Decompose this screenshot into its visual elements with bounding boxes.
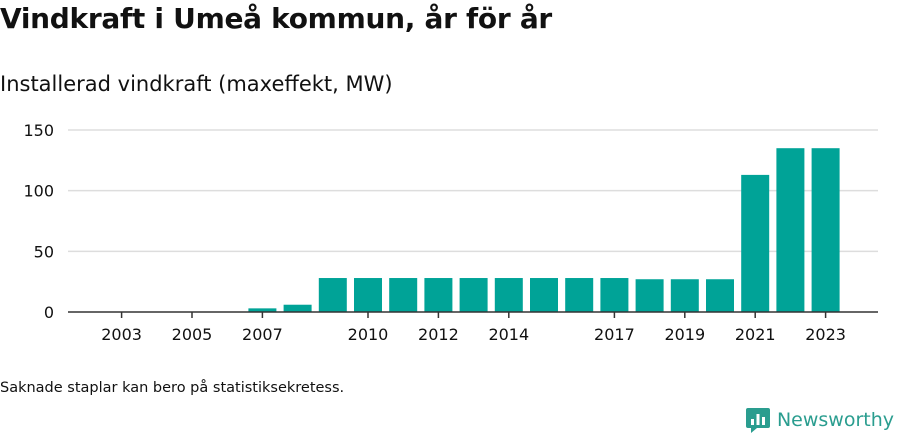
bar-2022 bbox=[776, 148, 805, 312]
bar-2012 bbox=[424, 278, 453, 312]
bar-2015 bbox=[530, 278, 558, 312]
brand-name: Newsworthy bbox=[776, 409, 894, 431]
brand-logo: Newsworthy bbox=[745, 406, 894, 434]
bar-2010 bbox=[354, 278, 382, 312]
bar-2014 bbox=[494, 278, 523, 312]
bar-2007 bbox=[248, 308, 277, 312]
bar-2016 bbox=[565, 278, 594, 312]
x-tick-label-2023: 2023 bbox=[805, 325, 846, 344]
footnote: Saknade staplar kan bero på statistiksek… bbox=[0, 380, 345, 396]
newsworthy-logo-icon bbox=[745, 408, 770, 433]
bar-2021 bbox=[741, 174, 770, 312]
chart-subtitle: Installerad vindkraft (maxeffekt, MW) bbox=[0, 72, 393, 96]
bar-2011 bbox=[389, 278, 418, 312]
x-tick-label-2010: 2010 bbox=[348, 325, 389, 344]
bar-2013 bbox=[459, 278, 488, 312]
x-tick-label-2005: 2005 bbox=[172, 325, 213, 344]
bar-2018 bbox=[635, 279, 664, 312]
bar-2008 bbox=[283, 304, 312, 312]
x-tick-label-2014: 2014 bbox=[488, 325, 529, 344]
x-tick-label-2019: 2019 bbox=[664, 325, 705, 344]
x-tick-label-2003: 2003 bbox=[101, 325, 142, 344]
bar-2009 bbox=[318, 278, 347, 312]
bar-chart: 0 50 100 150 2003 2005 2007 2010 2012 2014 2017 201… bbox=[23, 121, 878, 344]
x-tick-label-2007: 2007 bbox=[242, 325, 283, 344]
x-tick-label-2017: 2017 bbox=[594, 325, 635, 344]
y-tick-label-0: 0 bbox=[44, 303, 54, 322]
x-tick-label-2012: 2012 bbox=[418, 325, 459, 344]
y-tick-label-150: 150 bbox=[23, 121, 54, 140]
y-tick-label-100: 100 bbox=[23, 182, 54, 201]
x-tick-label-2021: 2021 bbox=[735, 325, 776, 344]
bar-2020 bbox=[706, 279, 734, 312]
bar-2017 bbox=[600, 278, 629, 312]
chart-title: Vindkraft i Umeå kommun, år för år bbox=[0, 2, 552, 35]
y-tick-label-50: 50 bbox=[34, 242, 54, 261]
bar-2023 bbox=[811, 148, 840, 312]
bar-2019 bbox=[670, 279, 699, 312]
